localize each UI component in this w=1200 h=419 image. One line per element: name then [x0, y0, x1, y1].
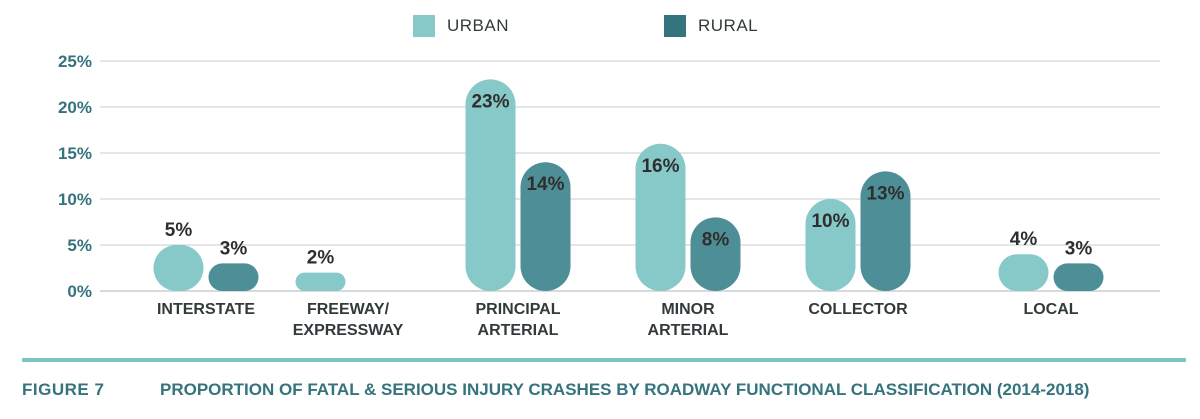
category-label: COLLECTOR: [808, 301, 908, 318]
bar-rural: [1053, 263, 1104, 291]
y-tick-label: 5%: [67, 236, 92, 255]
data-label: 2%: [307, 248, 335, 269]
category-label: ARTERIAL: [648, 322, 729, 339]
category-label: PRINCIPAL: [475, 301, 560, 318]
y-tick-label: 20%: [58, 98, 92, 117]
bar-urban: [153, 245, 204, 291]
data-label: 13%: [866, 183, 904, 204]
category-label: EXPRESSWAY: [293, 322, 404, 339]
figure-caption: FIGURE 7 PROPORTION OF FATAL & SERIOUS I…: [22, 376, 1192, 406]
category-label: ARTERIAL: [478, 322, 559, 339]
y-tick-label: 0%: [67, 282, 92, 301]
figure-title: PROPORTION OF FATAL & SERIOUS INJURY CRA…: [160, 380, 1090, 399]
data-label: 5%: [165, 220, 193, 241]
data-label: 23%: [471, 91, 509, 112]
data-label: 4%: [1010, 229, 1038, 250]
legend-urban-swatch: [413, 15, 435, 37]
footer-divider: [22, 358, 1186, 362]
bar-rural: [860, 171, 911, 291]
bar-urban: [465, 79, 516, 292]
bar-chart: 0% 5% 10% 15% 20% 25% 5% 3% INTERSTATE 2% FREEWAY/…: [58, 52, 1160, 339]
chart-area: 0% 5% 10% 15% 20% 25% 5% 3% INTERSTATE 2% FREEWAY/…: [58, 52, 1160, 339]
category-label: INTERSTATE: [157, 301, 255, 318]
bar-rural: [690, 217, 741, 291]
legend-rural-swatch: [664, 15, 686, 37]
category-label: FREEWAY/: [307, 301, 390, 318]
data-label: 3%: [1065, 238, 1093, 259]
bar-rural: [208, 263, 259, 291]
legend-rural-label: RURAL: [698, 16, 759, 35]
bar-urban: [998, 254, 1049, 291]
legend-urban-label: URBAN: [447, 16, 510, 35]
data-label: 16%: [641, 156, 679, 177]
data-label: 10%: [811, 211, 849, 232]
category-label: MINOR: [661, 301, 715, 318]
y-tick-label: 15%: [58, 144, 92, 163]
bar-urban: [635, 143, 686, 291]
data-label: 14%: [526, 174, 564, 195]
bar-urban: [805, 199, 856, 291]
bar-urban: [295, 272, 346, 291]
category-label: LOCAL: [1023, 301, 1078, 318]
data-label: 8%: [702, 229, 730, 250]
y-tick-label: 10%: [58, 190, 92, 209]
figure-number: FIGURE 7: [22, 380, 105, 399]
bar-rural: [520, 162, 571, 291]
legend-urban: URBAN: [413, 13, 509, 39]
y-tick-label: 25%: [58, 52, 92, 71]
legend-rural: RURAL: [664, 13, 758, 39]
data-label: 3%: [220, 238, 248, 259]
